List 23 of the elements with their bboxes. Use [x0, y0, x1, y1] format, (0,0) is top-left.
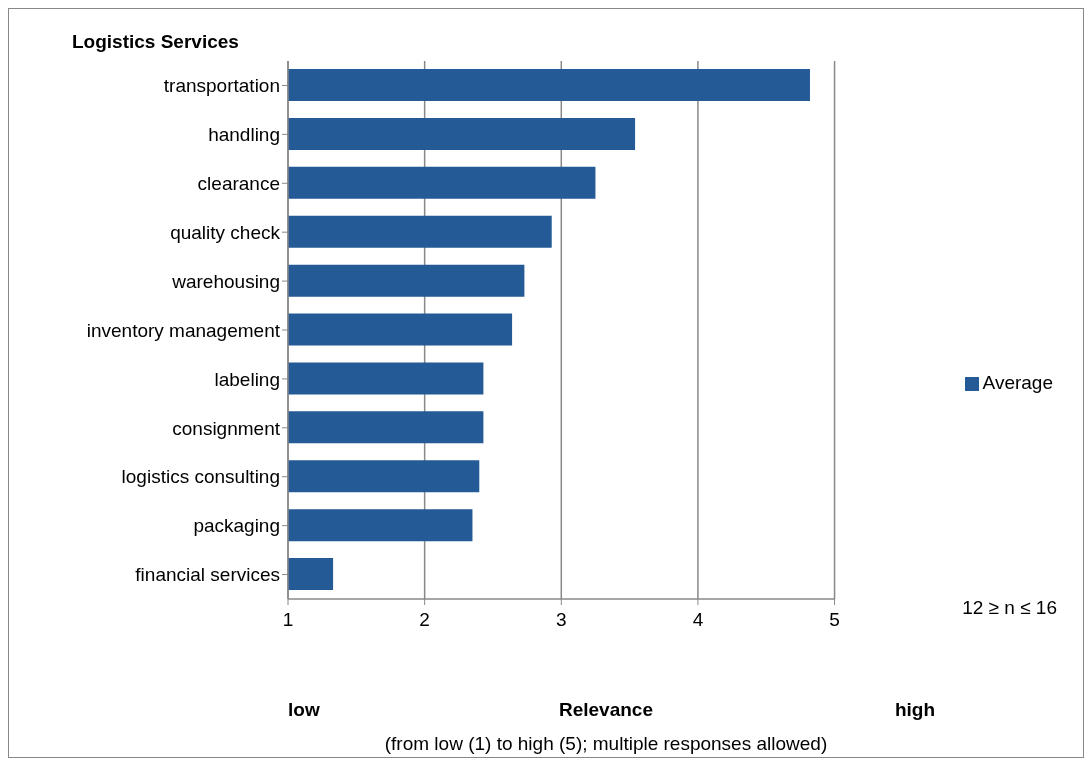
legend-label: Average: [982, 372, 1053, 393]
y-tick-label: transportation: [163, 75, 280, 97]
chart-title: Logistics Services: [72, 31, 239, 53]
text: low: [288, 699, 320, 721]
text: (from low (1) to high (5); multiple responses allowed): [383, 733, 829, 755]
x-tick-label: 3: [555, 609, 567, 631]
x-tick-label: 5: [829, 609, 840, 631]
text: 12 ≥ n ≤ 16: [962, 597, 1057, 619]
y-tick-label: logistics consulting: [121, 466, 280, 488]
x-tick-label: 4: [692, 609, 704, 631]
y-tick-label: financial services: [135, 564, 280, 586]
x-tick-label: 2: [419, 609, 430, 631]
y-tick-label: packaging: [193, 515, 280, 537]
x-tick-label: 1: [282, 609, 294, 631]
y-tick-label: labeling: [214, 368, 280, 390]
y-tick-label: warehousing: [171, 270, 280, 292]
y-tick-label: consignment: [172, 417, 281, 439]
y-tick-label: clearance: [197, 173, 280, 195]
text: high: [893, 699, 935, 721]
y-tick-label: quality check: [170, 221, 281, 243]
y-tick-label: handling: [208, 124, 280, 146]
x-axis-title: Relevance: [558, 699, 653, 720]
y-tick-label: inventory management: [86, 319, 281, 341]
